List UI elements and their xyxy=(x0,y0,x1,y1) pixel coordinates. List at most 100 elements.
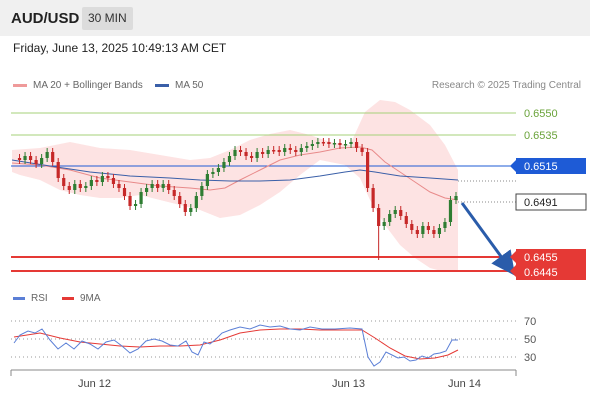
candle-body xyxy=(349,142,353,144)
candle-body xyxy=(139,192,143,204)
candle-body xyxy=(332,143,337,145)
top-bar: AUD/USD 30 MIN xyxy=(0,0,590,36)
level-label-pivot: 0.6515 xyxy=(524,161,558,173)
candle-body xyxy=(89,180,93,186)
candle-body xyxy=(266,150,270,154)
candle-body xyxy=(111,178,116,184)
candle-body xyxy=(277,150,281,152)
candle-body xyxy=(34,160,38,164)
legend-ma50-label: MA 50 xyxy=(175,80,204,91)
candle-body xyxy=(117,184,121,188)
candle-body xyxy=(200,186,204,196)
ma50-swatch xyxy=(155,84,169,87)
candle-body xyxy=(426,226,430,230)
candle-body xyxy=(78,184,82,188)
candle-body xyxy=(299,148,303,152)
candle-body xyxy=(432,230,436,234)
candle-body xyxy=(448,200,453,222)
candle-body xyxy=(305,146,309,148)
candle-body xyxy=(156,184,160,188)
rsi-tick-30: 30 xyxy=(524,352,536,364)
rsi-tick-50: 50 xyxy=(524,334,536,346)
candle-body xyxy=(415,230,419,234)
candle-body xyxy=(17,158,22,160)
level-label-r2: 0.6550 xyxy=(524,108,558,120)
support2-label-box xyxy=(516,264,586,280)
candle-body xyxy=(51,152,55,162)
legend-ma50: MA 50 xyxy=(155,80,203,91)
candle-body xyxy=(56,162,60,178)
instrument-title: AUD/USD xyxy=(11,10,80,27)
support1-label-tip xyxy=(510,251,516,263)
candlesticks xyxy=(17,138,458,260)
legend-rsi: RSI xyxy=(13,293,48,304)
candle-body xyxy=(283,148,287,152)
candle-body xyxy=(238,150,243,152)
candle-body xyxy=(316,142,320,144)
projection-arrow xyxy=(460,202,516,276)
pivot-label-box xyxy=(516,158,586,174)
legend-rsi-label: RSI xyxy=(31,293,48,304)
candle-body xyxy=(67,186,71,190)
candle-body xyxy=(404,216,408,224)
chart-datetime: Friday, June 13, 2025 10:49:13 AM CET xyxy=(13,41,227,55)
candle-body xyxy=(343,144,348,146)
candle-body xyxy=(122,188,127,196)
candle-body xyxy=(194,196,198,208)
level-label-s2: 0.6445 xyxy=(524,267,558,279)
candle-body xyxy=(211,172,215,174)
level-label-s1: 0.6455 xyxy=(524,252,558,264)
candle-body xyxy=(178,196,182,204)
candle-body xyxy=(189,208,193,212)
candle-body xyxy=(249,156,254,158)
candle-body xyxy=(40,158,44,164)
candle-body xyxy=(100,176,104,182)
credit-text: Research © 2025 Trading Central xyxy=(431,80,581,91)
candle-body xyxy=(437,228,442,234)
candle-body xyxy=(294,150,298,152)
candle-body xyxy=(84,186,88,188)
candle-body xyxy=(233,150,237,156)
x-label-jun13: Jun 13 xyxy=(332,378,365,390)
candle-body xyxy=(172,190,176,196)
candle-body xyxy=(62,178,66,186)
candle-body xyxy=(421,226,425,234)
last-label-box xyxy=(515,193,587,211)
candle-body xyxy=(227,156,232,162)
rsi-ma9-line xyxy=(13,328,459,360)
candle-body xyxy=(106,176,110,178)
ma50-line xyxy=(11,159,459,182)
candle-body xyxy=(255,152,259,158)
candle-body xyxy=(23,156,27,160)
timeframe-badge[interactable]: 30 MIN xyxy=(82,7,133,30)
rsi-swatch xyxy=(13,297,25,300)
candle-body xyxy=(399,210,403,216)
candle-body xyxy=(454,196,458,200)
candle-body xyxy=(145,188,149,192)
bollinger-band xyxy=(12,100,458,272)
candle-body xyxy=(360,148,364,152)
x-label-jun12: Jun 12 xyxy=(78,378,111,390)
rsi-tick-70: 70 xyxy=(524,316,536,328)
candle-body xyxy=(161,184,165,188)
pivot-label-tip xyxy=(510,160,516,172)
candle-body xyxy=(261,152,265,154)
legend-9ma-label: 9MA xyxy=(80,293,101,304)
legend-ma20: MA 20 + Bollinger Bands xyxy=(13,80,143,91)
candle-body xyxy=(216,168,221,172)
candle-body xyxy=(393,210,397,214)
candle-body xyxy=(377,208,381,226)
candle-body xyxy=(244,152,248,156)
candle-body xyxy=(205,174,209,186)
level-label-last: 0.6491 xyxy=(524,197,558,209)
ma20-line xyxy=(11,146,459,201)
candle-body xyxy=(388,214,392,222)
candle-body xyxy=(272,150,276,152)
support1-label-box xyxy=(516,249,586,265)
candle-body xyxy=(150,184,154,188)
candle-body xyxy=(167,184,171,190)
candle-body xyxy=(288,148,292,150)
candle-body xyxy=(371,188,375,208)
candle-body xyxy=(73,184,77,190)
candle-body xyxy=(321,142,325,144)
